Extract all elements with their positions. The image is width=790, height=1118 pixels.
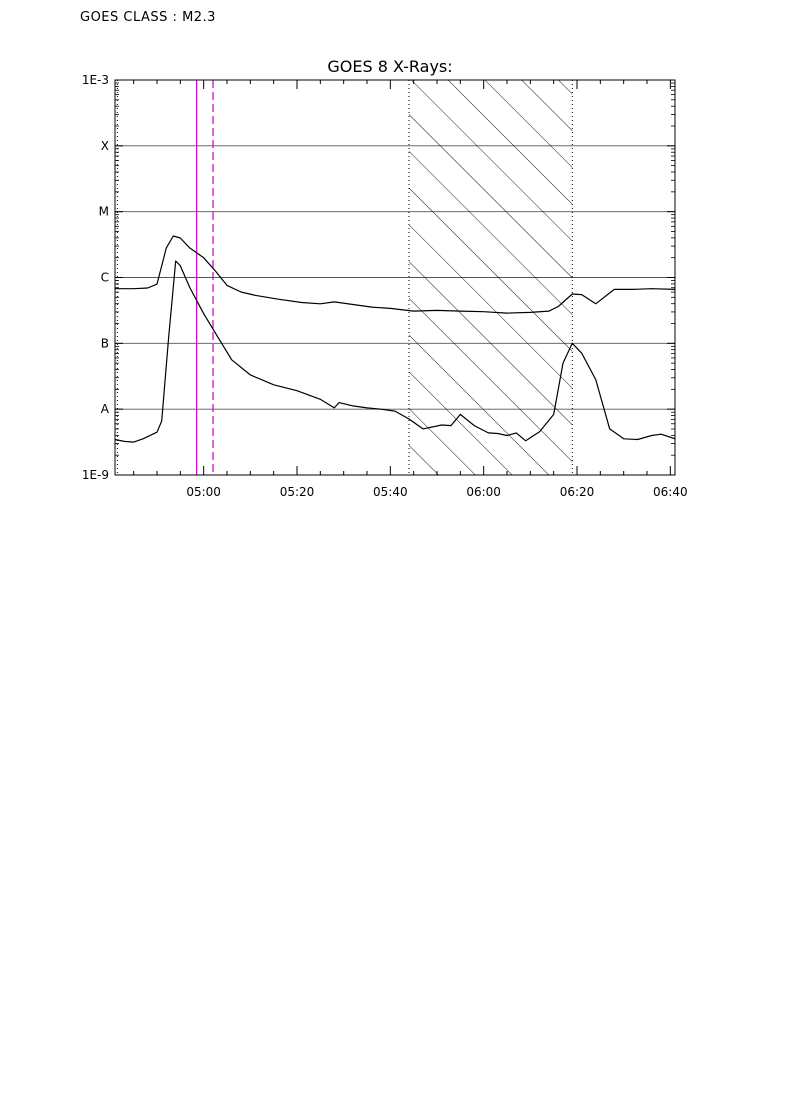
- y-tick-label: 1E-3: [82, 73, 109, 87]
- x-tick-label: 06:00: [466, 485, 501, 499]
- x-tick-label: 05:00: [186, 485, 221, 499]
- x-tick-label: 05:40: [373, 485, 408, 499]
- axis-ticks: [115, 79, 675, 476]
- y-tick-label: M: [99, 205, 109, 219]
- y-tick-label: C: [101, 271, 109, 285]
- series-line-2: [115, 260, 675, 443]
- x-tick-label: 06:20: [560, 485, 595, 499]
- x-axis-labels: 05:00 05:20 05:40 06:00 06:20 06:40: [186, 485, 687, 499]
- series-line-1: [115, 235, 675, 314]
- x-tick-label: 06:40: [653, 485, 688, 499]
- flux-series: [115, 235, 675, 443]
- y-tick-label: B: [101, 336, 109, 350]
- goes-class-label: GOES CLASS : M2.3: [80, 10, 216, 25]
- y-tick-label: X: [101, 139, 109, 153]
- vertical-markers: [116, 80, 573, 475]
- y-tick-label: A: [101, 402, 110, 416]
- hatched-interval: [409, 80, 573, 475]
- chart-title: GOES 8 X-Rays:: [327, 57, 452, 76]
- y-tick-label: 1E-9: [82, 468, 109, 482]
- grid-lines: [115, 145, 675, 410]
- y-axis-labels: 1E-3 X M C B A 1E-9: [82, 73, 110, 482]
- x-tick-label: 05:20: [280, 485, 315, 499]
